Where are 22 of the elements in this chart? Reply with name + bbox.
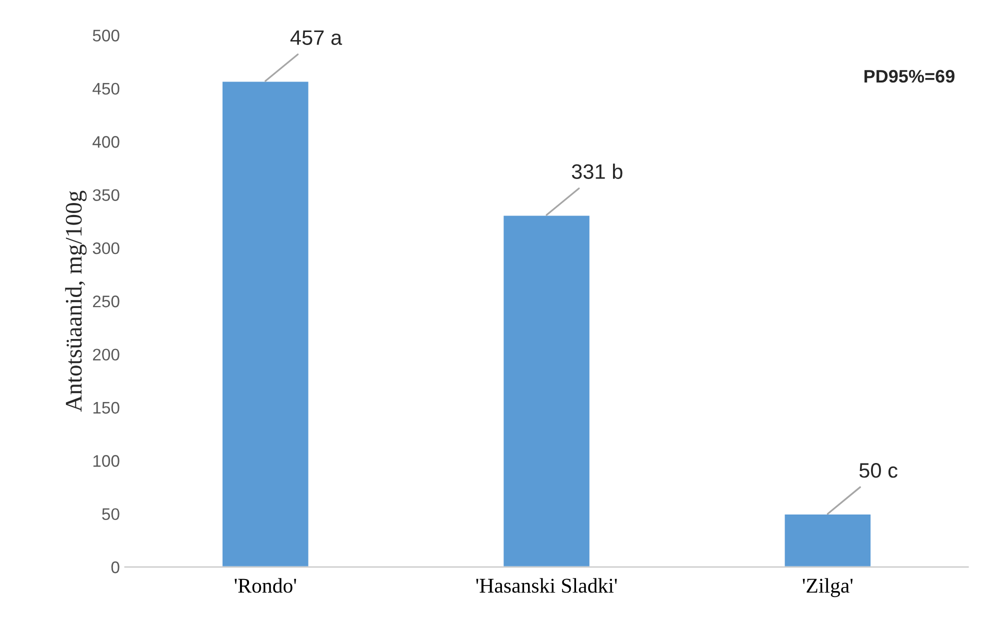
- x-tick-label: 'Zilga': [802, 578, 853, 598]
- bar: [221, 80, 310, 568]
- y-tick-label: 350: [92, 189, 120, 201]
- y-tick-label: 0: [111, 561, 120, 574]
- y-tick-label: 400: [92, 136, 120, 148]
- y-tick-label: 250: [93, 296, 120, 308]
- y-tick-label: 450: [92, 82, 120, 95]
- bar: [502, 214, 591, 568]
- annotation: PD95%=69: [864, 70, 954, 83]
- y-tick-label: 50: [102, 508, 120, 520]
- y-tick-label: 500: [92, 30, 120, 42]
- y-tick-label: 150: [93, 402, 120, 414]
- y-tick-label: 300: [92, 242, 120, 254]
- y-tick-label: 200: [93, 348, 120, 361]
- x-tick-label: 'Hasanski Sladki': [476, 578, 617, 593]
- y-tick-label: 100: [93, 455, 120, 467]
- x-tick-label: 'Rondo': [234, 578, 296, 593]
- bar: [783, 513, 872, 568]
- data-label: 50 c: [859, 463, 898, 478]
- data-label: 331 b: [572, 164, 622, 179]
- y-axis-title: Antotsüaanid, mg/100g: [65, 190, 87, 412]
- data-label: 457 a: [290, 30, 342, 45]
